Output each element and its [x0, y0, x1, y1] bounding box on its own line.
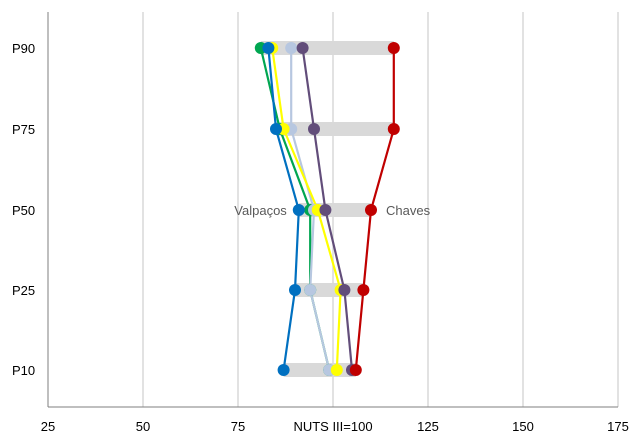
x-tick-label: 50 [136, 419, 150, 434]
series-point [387, 123, 400, 135]
range-bar [276, 122, 394, 136]
y-category-label: P75 [12, 122, 35, 137]
x-tick-label: 175 [607, 419, 629, 434]
x-tick-label: 150 [512, 419, 534, 434]
grid-layer [142, 12, 619, 407]
x-tick-label: 75 [231, 419, 245, 434]
x-tick-label: 25 [41, 419, 55, 434]
series-point [289, 284, 301, 296]
series-point [285, 42, 298, 54]
y-category-label: P50 [12, 203, 35, 218]
series-annotation: Chaves [386, 203, 431, 218]
series-point [319, 204, 332, 216]
series-point [296, 42, 309, 54]
series-point [349, 364, 362, 376]
y-category-label: P10 [12, 363, 35, 378]
x-tick-label: 125 [417, 419, 439, 434]
series-point [357, 284, 370, 296]
x-axis-title: NUTS III=100 [293, 419, 372, 434]
series-point [277, 364, 290, 376]
series-point [387, 42, 400, 54]
annotation-layer: Chaves Valpaços [234, 203, 430, 218]
series-point [304, 284, 317, 296]
range-bar [283, 363, 356, 377]
series-annotation: Valpaços [234, 203, 287, 218]
series-point [270, 123, 282, 135]
y-category-label: P90 [12, 41, 35, 56]
series-layer [254, 42, 400, 376]
range-bar [260, 41, 394, 55]
series-point [292, 204, 305, 216]
series-point [365, 204, 377, 216]
series-point [338, 284, 351, 296]
series-point [308, 123, 320, 135]
axis-layer: 25 50 75 125 150 175 NUTS III=100 P90 P75 P50 P25 P… [12, 12, 629, 434]
series-point [330, 364, 343, 376]
y-category-label: P25 [12, 283, 35, 298]
series-point [262, 42, 275, 54]
